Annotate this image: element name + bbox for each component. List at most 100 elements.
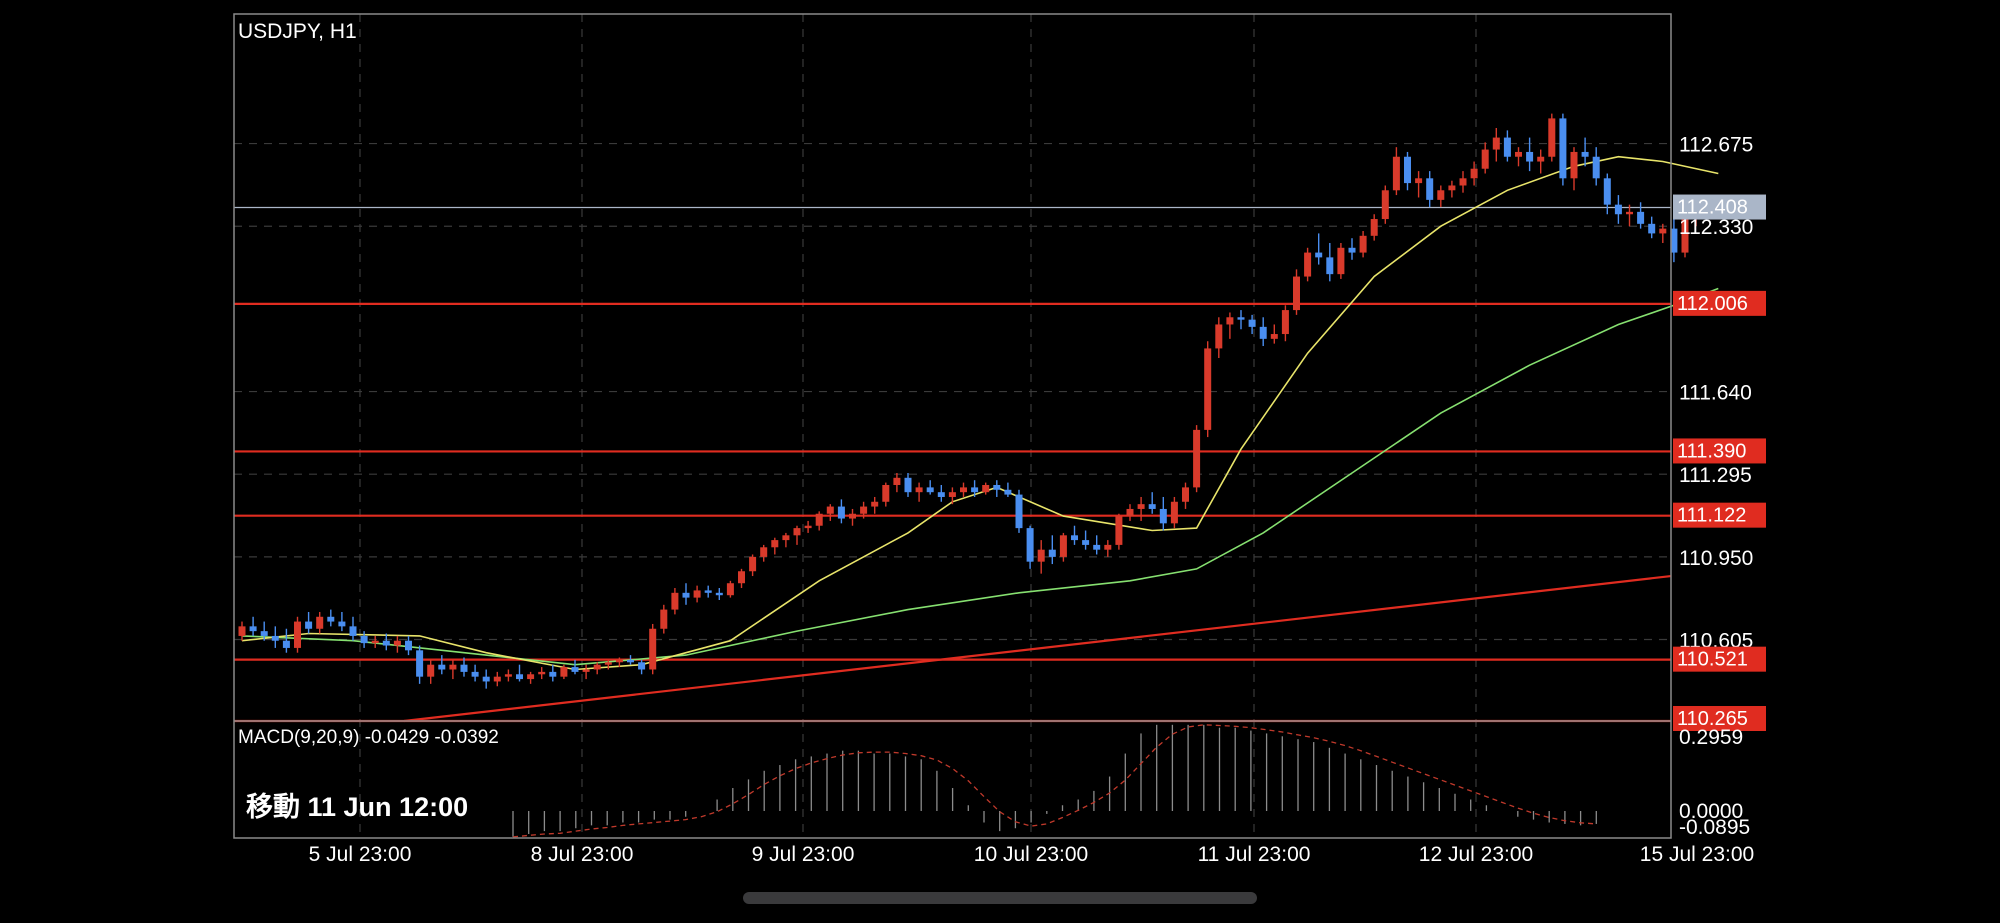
candle-body bbox=[482, 676, 490, 682]
candle-body bbox=[1359, 235, 1367, 253]
candle-23 bbox=[493, 671, 501, 687]
candle-25 bbox=[516, 664, 523, 682]
y-tick-label: 111.640 bbox=[1679, 382, 1752, 405]
candle-66 bbox=[971, 480, 979, 497]
candle-21 bbox=[471, 664, 479, 682]
candle-body bbox=[1137, 504, 1145, 509]
candle-121 bbox=[1581, 137, 1589, 167]
candle-34 bbox=[615, 657, 623, 668]
trendline[interactable] bbox=[403, 574, 1672, 723]
candle-90 bbox=[1237, 310, 1245, 330]
candle-body bbox=[1548, 118, 1556, 157]
candle-122 bbox=[1592, 147, 1600, 186]
candle-body bbox=[1104, 544, 1112, 550]
candle-119 bbox=[1559, 113, 1567, 186]
candle-8 bbox=[327, 609, 335, 627]
candle-body bbox=[1581, 151, 1589, 157]
candle-body bbox=[360, 635, 368, 644]
candle-35 bbox=[627, 655, 634, 665]
candle-body bbox=[1570, 151, 1578, 179]
candle-128 bbox=[1659, 223, 1667, 243]
candle-body bbox=[715, 592, 723, 596]
x-tick-label: 11 Jul 23:00 bbox=[1198, 843, 1311, 866]
candle-body bbox=[793, 528, 801, 536]
candle-body bbox=[1637, 211, 1645, 224]
candle-83 bbox=[1159, 496, 1167, 531]
candle-112 bbox=[1481, 142, 1489, 174]
candle-117 bbox=[1537, 149, 1545, 174]
candle-48 bbox=[771, 537, 779, 555]
level-tag-bg bbox=[1673, 646, 1766, 672]
candle-body bbox=[704, 590, 712, 593]
x-tick-label: 8 Jul 23:00 bbox=[531, 843, 634, 866]
candle-82 bbox=[1148, 492, 1156, 514]
candle-body bbox=[582, 669, 590, 672]
candle-73 bbox=[1048, 535, 1056, 565]
cursor-time-label: 移動 11 Jun 12:00 bbox=[246, 792, 468, 822]
candle-body bbox=[1459, 178, 1467, 186]
candle-91 bbox=[1248, 314, 1256, 335]
candle-body bbox=[815, 513, 823, 526]
candle-body bbox=[1281, 310, 1289, 335]
candle-body bbox=[1293, 276, 1300, 311]
level-tag-bg bbox=[1673, 502, 1766, 528]
candle-body bbox=[860, 506, 868, 514]
moving-averages bbox=[241, 155, 1719, 671]
candle-body bbox=[915, 487, 923, 493]
candle-70 bbox=[1015, 489, 1023, 533]
x-tick-label: 12 Jul 23:00 bbox=[1419, 843, 1533, 866]
candle-26 bbox=[527, 671, 535, 684]
candle-89 bbox=[1226, 312, 1234, 339]
candle-body bbox=[837, 506, 845, 519]
candle-body bbox=[1270, 334, 1278, 339]
home-indicator[interactable] bbox=[743, 892, 1257, 904]
candle-body bbox=[305, 621, 313, 629]
candle-80 bbox=[1126, 504, 1134, 521]
candle-0 bbox=[238, 621, 246, 641]
candle-111 bbox=[1470, 161, 1478, 186]
candle-92 bbox=[1259, 317, 1267, 347]
candle-body bbox=[471, 671, 479, 677]
candle-body bbox=[449, 664, 457, 670]
candle-body bbox=[615, 659, 623, 663]
candle-body bbox=[1315, 252, 1323, 258]
main-pane-border bbox=[233, 13, 1672, 839]
candle-body bbox=[1415, 178, 1423, 184]
candle-57 bbox=[871, 496, 879, 514]
candle-body bbox=[1515, 151, 1522, 157]
macd-signal-line bbox=[512, 724, 1597, 838]
symbol-label: USDJPY, H1 bbox=[238, 20, 357, 43]
candle-body bbox=[527, 674, 535, 680]
candle-body bbox=[1048, 549, 1056, 557]
candle-42 bbox=[704, 585, 712, 598]
candle-51 bbox=[804, 520, 812, 533]
candle-body bbox=[1526, 151, 1534, 162]
candle-body bbox=[1626, 211, 1633, 215]
main-pane-background bbox=[234, 14, 1671, 721]
candle-body bbox=[1193, 429, 1201, 488]
candle-body bbox=[1148, 504, 1156, 509]
candle-body bbox=[327, 616, 335, 622]
level-tag-text: 110.521 bbox=[1677, 649, 1748, 671]
candle-body bbox=[882, 484, 890, 502]
candle-body bbox=[826, 506, 834, 514]
candle-body bbox=[516, 674, 523, 680]
current-price-tag-text: 112.408 bbox=[1677, 197, 1748, 219]
candle-body bbox=[371, 640, 379, 644]
level-tag-text: 110.265 bbox=[1677, 708, 1748, 730]
candle-body bbox=[338, 621, 346, 627]
candle-96 bbox=[1304, 247, 1312, 282]
candle-22 bbox=[482, 669, 490, 689]
candle-body bbox=[749, 556, 757, 572]
candle-77 bbox=[1093, 535, 1101, 555]
candle-13 bbox=[382, 633, 390, 651]
candle-body bbox=[1159, 508, 1167, 524]
candle-body bbox=[271, 635, 279, 641]
candle-body bbox=[238, 626, 246, 636]
candle-body bbox=[294, 621, 301, 648]
candle-47 bbox=[760, 544, 768, 562]
candle-body bbox=[260, 631, 268, 636]
candle-body bbox=[671, 592, 679, 610]
candle-body bbox=[382, 640, 390, 646]
